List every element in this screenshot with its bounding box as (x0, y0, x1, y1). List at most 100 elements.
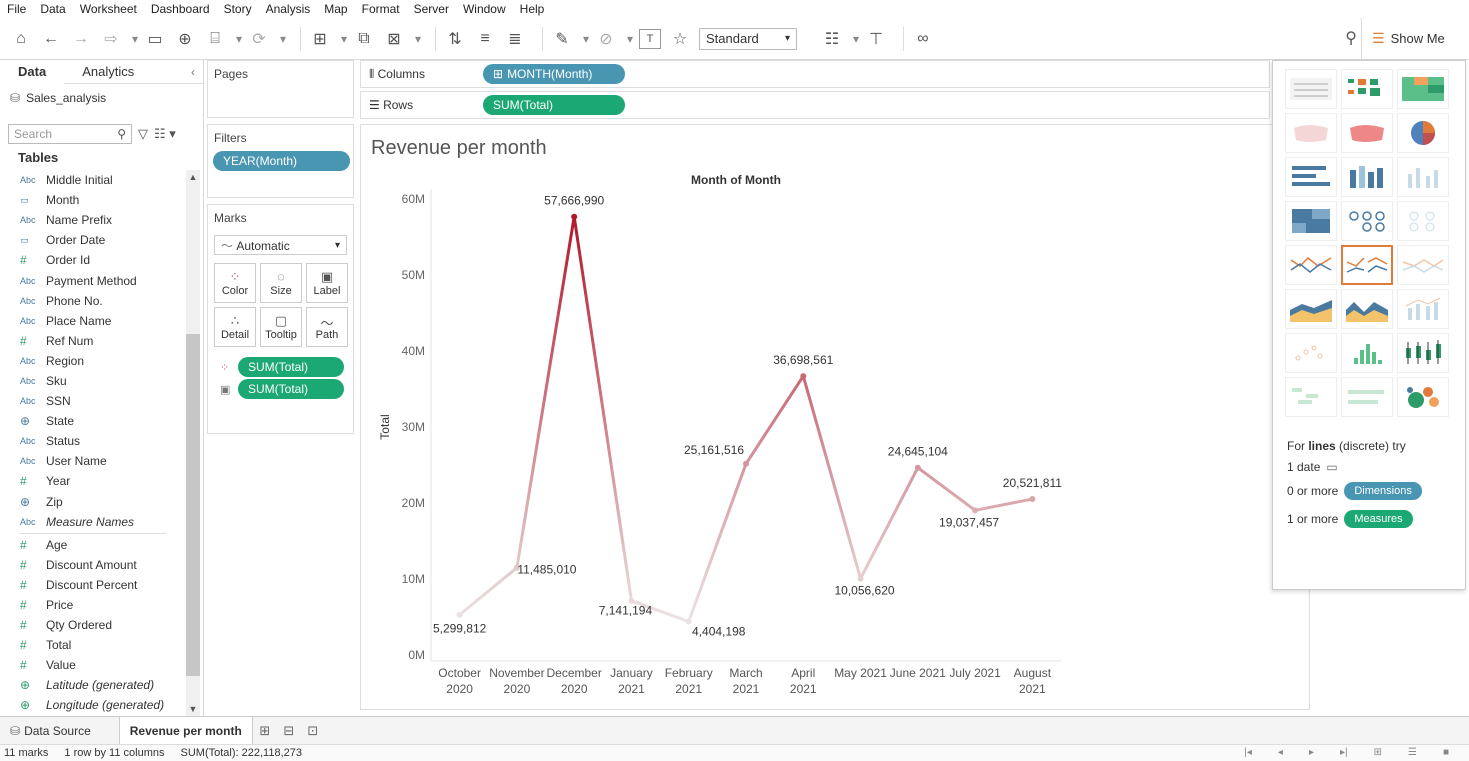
field-item[interactable]: Abc Place Name (0, 311, 186, 331)
field-item[interactable]: ▭ Month (0, 190, 186, 210)
series-line-segment[interactable] (687, 462, 748, 624)
share-icon[interactable]: ∞ (917, 29, 929, 47)
field-item[interactable]: # Order Id (0, 250, 186, 270)
tab-data[interactable]: Data (0, 60, 65, 84)
data-point[interactable] (1029, 496, 1036, 503)
tab-revenue-per-month[interactable]: Revenue per month (118, 717, 253, 744)
line-chart[interactable]: 0M 10M 20M 30M 40M 50M 60M Total 5,299,812 11,485… (361, 125, 1309, 709)
area-discrete-icon[interactable] (1341, 289, 1393, 329)
data-point[interactable] (972, 507, 979, 514)
highlight-icon[interactable]: ✎ (555, 30, 569, 48)
data-point[interactable] (914, 464, 921, 471)
chevron-down-icon[interactable]: ▾ (582, 31, 590, 46)
tab-view-icon[interactable]: ■ (1442, 747, 1449, 758)
field-item[interactable]: Abc Phone No. (0, 291, 186, 311)
color-button[interactable]: ⁘ Color (214, 263, 256, 303)
field-item[interactable]: # Age (0, 535, 186, 555)
refresh-icon[interactable]: ⟳ (252, 30, 266, 48)
filmstrip-view-icon[interactable]: ☰ (1407, 747, 1417, 758)
prev-sheet-icon[interactable]: ◂ (1277, 747, 1283, 758)
columns-shelf[interactable]: ⦀ Columns ⊞ MONTH(Month) (360, 60, 1270, 88)
scroll-down-icon[interactable]: ▼ (188, 704, 198, 714)
series-line-segment[interactable] (744, 374, 805, 466)
field-list-scrollbar[interactable]: ▲ ▼ (186, 170, 200, 716)
series-line-segment[interactable] (572, 215, 633, 603)
bullet-graph-icon[interactable] (1341, 377, 1393, 417)
field-item[interactable]: # Ref Num (0, 331, 186, 351)
data-point[interactable] (456, 611, 463, 618)
histogram-icon[interactable] (1341, 333, 1393, 373)
new-datasource-icon[interactable]: ⊕ (178, 30, 192, 48)
data-point[interactable] (571, 213, 578, 220)
menu-window[interactable]: Window (462, 2, 506, 16)
side-by-side-circles-icon[interactable] (1397, 201, 1449, 241)
menu-worksheet[interactable]: Worksheet (79, 2, 137, 16)
view-options-icon[interactable]: ☷ ▾ (154, 126, 176, 141)
new-worksheet-icon[interactable]: ⊞ (259, 722, 271, 738)
field-item[interactable]: Abc User Name (0, 451, 186, 471)
field-item[interactable]: Abc Sku (0, 371, 186, 391)
menu-analysis[interactable]: Analysis (265, 2, 311, 16)
pause-updates-icon[interactable]: ⌸ (210, 29, 220, 47)
series-line-segment[interactable] (859, 466, 920, 581)
size-button[interactable]: ◌ Size (260, 263, 302, 303)
chevron-down-icon[interactable]: ▾ (131, 31, 139, 46)
field-item[interactable]: Abc Measure Names (0, 512, 186, 532)
field-item[interactable]: # Total (0, 635, 186, 655)
data-point[interactable] (857, 575, 864, 582)
first-sheet-icon[interactable]: |◂ (1244, 747, 1252, 758)
field-item[interactable]: Abc SSN (0, 391, 186, 411)
data-point[interactable] (743, 460, 749, 467)
color-measure-pill[interactable]: SUM(Total) (238, 357, 344, 377)
redo-icon[interactable]: → (73, 29, 89, 47)
field-item[interactable]: Abc Middle Initial (0, 170, 186, 190)
gantt-chart-icon[interactable] (1285, 377, 1337, 417)
menu-format[interactable]: Format (361, 2, 400, 16)
show-me-button[interactable]: ☰ Show Me (1361, 18, 1469, 59)
new-worksheet-icon[interactable]: ⊞ (313, 30, 327, 48)
series-line-segment[interactable] (916, 466, 977, 512)
field-item[interactable]: # Discount Amount (0, 555, 186, 575)
data-point[interactable] (685, 618, 692, 625)
field-item[interactable]: Abc Name Prefix (0, 210, 186, 230)
text-table-icon[interactable] (1285, 69, 1337, 109)
dual-combination-icon[interactable] (1397, 289, 1449, 329)
menu-map[interactable]: Map (324, 2, 348, 16)
filter-icon[interactable]: ▽ (138, 126, 148, 141)
detail-button[interactable]: ∴ Detail (214, 307, 256, 347)
swap-icon[interactable]: ⇅ (448, 30, 462, 48)
menu-file[interactable]: File (7, 2, 27, 16)
path-button[interactable]: 〜 Path (306, 307, 348, 347)
scatter-plot-icon[interactable] (1285, 333, 1337, 373)
chevron-down-icon[interactable]: ▾ (340, 31, 348, 46)
show-labels-icon[interactable]: T (639, 28, 661, 49)
chevron-down-icon[interactable]: ▾ (626, 31, 634, 46)
tooltip-button[interactable]: ▢ Tooltip (260, 307, 302, 347)
rows-shelf[interactable]: ☰ Rows SUM(Total) (360, 91, 1270, 119)
field-item[interactable]: Abc Payment Method (0, 270, 186, 290)
field-item[interactable]: # Discount Percent (0, 575, 186, 595)
new-dashboard-icon[interactable]: ⊟ (283, 722, 295, 738)
menu-dashboard[interactable]: Dashboard (150, 2, 210, 16)
symbol-map-icon[interactable] (1285, 113, 1337, 153)
series-line-segment[interactable] (801, 374, 863, 581)
field-item[interactable]: ⊕ State (0, 411, 186, 431)
label-measure-pill[interactable]: SUM(Total) (238, 379, 344, 399)
chevron-down-icon[interactable]: ▾ (852, 31, 860, 46)
chevron-down-icon[interactable]: ▾ (414, 31, 422, 46)
series-line-segment[interactable] (515, 215, 576, 570)
data-point[interactable] (628, 597, 635, 604)
menu-story[interactable]: Story (223, 2, 252, 16)
heat-map-icon[interactable] (1341, 69, 1393, 109)
rows-pill[interactable]: SUM(Total) (483, 95, 625, 115)
last-sheet-icon[interactable]: ▸| (1339, 747, 1348, 758)
mark-type-select[interactable]: 〜 Automatic ▾ (214, 235, 347, 255)
circle-views-icon[interactable] (1341, 201, 1393, 241)
home-icon[interactable]: ⌂ (16, 29, 26, 47)
fix-axes-icon[interactable]: ☆ (672, 30, 688, 48)
sort-descending-icon[interactable]: ≣ (508, 30, 522, 48)
field-item[interactable]: Abc Region (0, 351, 186, 371)
scroll-up-icon[interactable]: ▲ (188, 172, 198, 182)
columns-pill[interactable]: ⊞ MONTH(Month) (483, 64, 625, 84)
lines-continuous-icon[interactable] (1285, 245, 1337, 285)
